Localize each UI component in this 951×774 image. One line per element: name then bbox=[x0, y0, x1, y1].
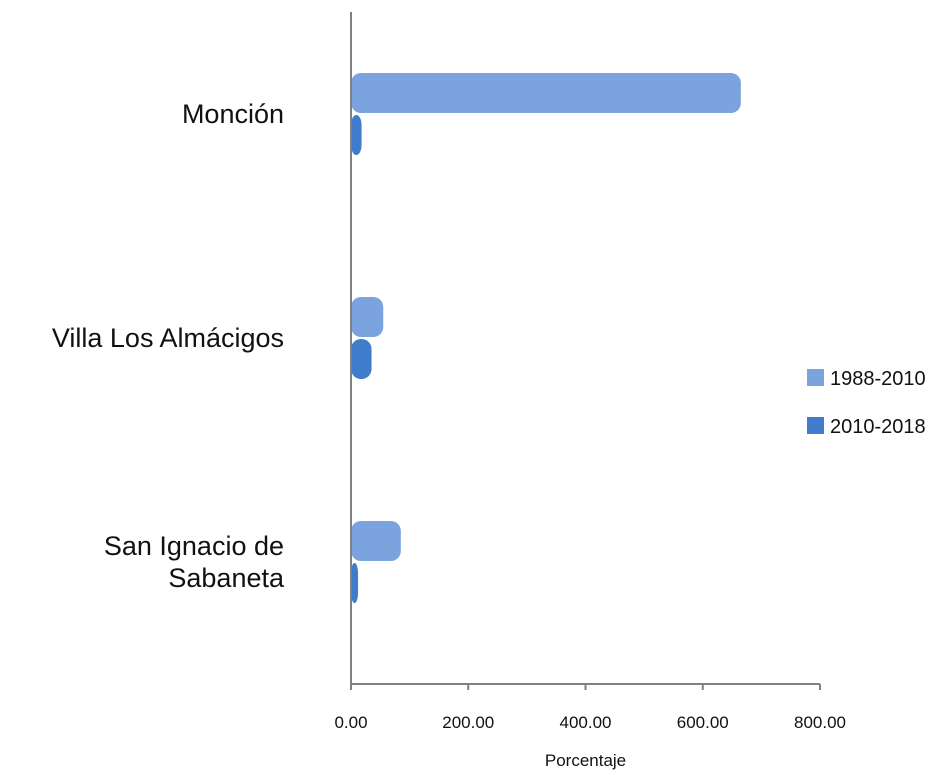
category-label: Villa Los Almácigos bbox=[52, 323, 284, 353]
legend-label: 1988-2010 bbox=[830, 368, 926, 390]
x-tick-label: 400.00 bbox=[560, 713, 612, 732]
legend-label: 2010-2018 bbox=[830, 416, 926, 438]
x-tick-label: 600.00 bbox=[677, 713, 729, 732]
category-label: San Ignacio de Sabaneta bbox=[104, 531, 285, 593]
category-label: Monción bbox=[182, 99, 284, 129]
x-tick-label: 800.00 bbox=[794, 713, 846, 732]
x-axis-title: Porcentaje bbox=[545, 751, 626, 770]
bar-series2-1 bbox=[351, 339, 372, 379]
legend-swatch bbox=[807, 369, 824, 386]
category-labels-group: Monción Villa Los Almácigos San Ignacio de… bbox=[52, 99, 285, 593]
x-ticks-group: 0.00 200.00 400.00 600.00 800.00 bbox=[334, 684, 846, 732]
bar-series1-2 bbox=[351, 521, 401, 561]
bar-series1-1 bbox=[351, 297, 384, 337]
bars-group bbox=[351, 73, 741, 603]
bar-series2-0 bbox=[351, 115, 362, 155]
x-tick-label: 0.00 bbox=[334, 713, 367, 732]
x-tick-label: 200.00 bbox=[442, 713, 494, 732]
legend-swatch bbox=[807, 417, 824, 434]
bar-series2-2 bbox=[351, 563, 359, 603]
bar-series1-0 bbox=[351, 73, 741, 113]
legend: 1988-2010 2010-2018 bbox=[807, 368, 926, 438]
